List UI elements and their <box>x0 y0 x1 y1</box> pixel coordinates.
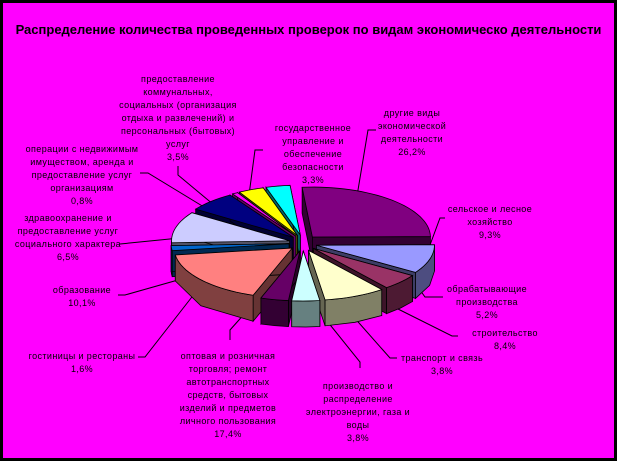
slice-top <box>170 243 290 252</box>
slice-top <box>316 244 435 273</box>
slice-top <box>194 194 294 238</box>
slice-top <box>301 186 431 238</box>
label-manufacturing: обрабатывающие производства 5,2% <box>447 284 527 320</box>
pie-slice <box>307 249 383 327</box>
slice-top <box>291 249 321 302</box>
leader-line <box>351 314 397 359</box>
slice-side <box>291 300 321 328</box>
leader-line <box>354 129 376 209</box>
leader-line <box>389 304 458 337</box>
slice-top <box>313 247 414 289</box>
label-real-estate: операции с недвижимым имуществом, аренда … <box>25 144 139 206</box>
label-energy: производство и распределение электроэнерги… <box>305 381 411 443</box>
pie-slice <box>174 246 294 323</box>
slice-side <box>260 297 289 327</box>
pie-slice <box>291 249 321 328</box>
slice-top <box>238 187 298 236</box>
label-agriculture: сельское и лесное хозяйство 9,3% <box>447 204 533 240</box>
slice-top <box>307 249 383 301</box>
slice-top <box>260 250 301 301</box>
label-trade: оптовая и розничная торговля; ремонт автот… <box>179 351 277 439</box>
leader-line <box>322 315 361 368</box>
chart-title: Распределение количества проведенных про… <box>15 22 602 37</box>
slice-top <box>231 192 297 237</box>
label-communal: предоставление коммунальных, социальных (о… <box>119 74 237 162</box>
label-construction: строительство 8,4% <box>472 328 538 351</box>
label-hotels: гостиницы и рестораны 1,6% <box>28 351 136 374</box>
pie-chart <box>118 129 458 368</box>
leader-line <box>138 292 196 358</box>
label-government: государственное управление и обеспечение бе… <box>274 123 352 185</box>
label-other: другие виды экономической деятельности 26,2… <box>377 108 447 157</box>
slice-top <box>265 184 301 236</box>
leader-line <box>429 217 445 246</box>
label-education: образование 10,1% <box>52 285 112 308</box>
leader-line <box>140 172 223 219</box>
label-health: здравоохранение и предоставление услуг соц… <box>14 213 122 262</box>
label-transport: транспорт и связь 3,8% <box>400 353 484 376</box>
leader-line <box>118 277 186 296</box>
chart-canvas: Распределение количества проведенных про… <box>3 3 614 458</box>
slice-top <box>171 212 290 244</box>
slice-top <box>174 247 294 296</box>
